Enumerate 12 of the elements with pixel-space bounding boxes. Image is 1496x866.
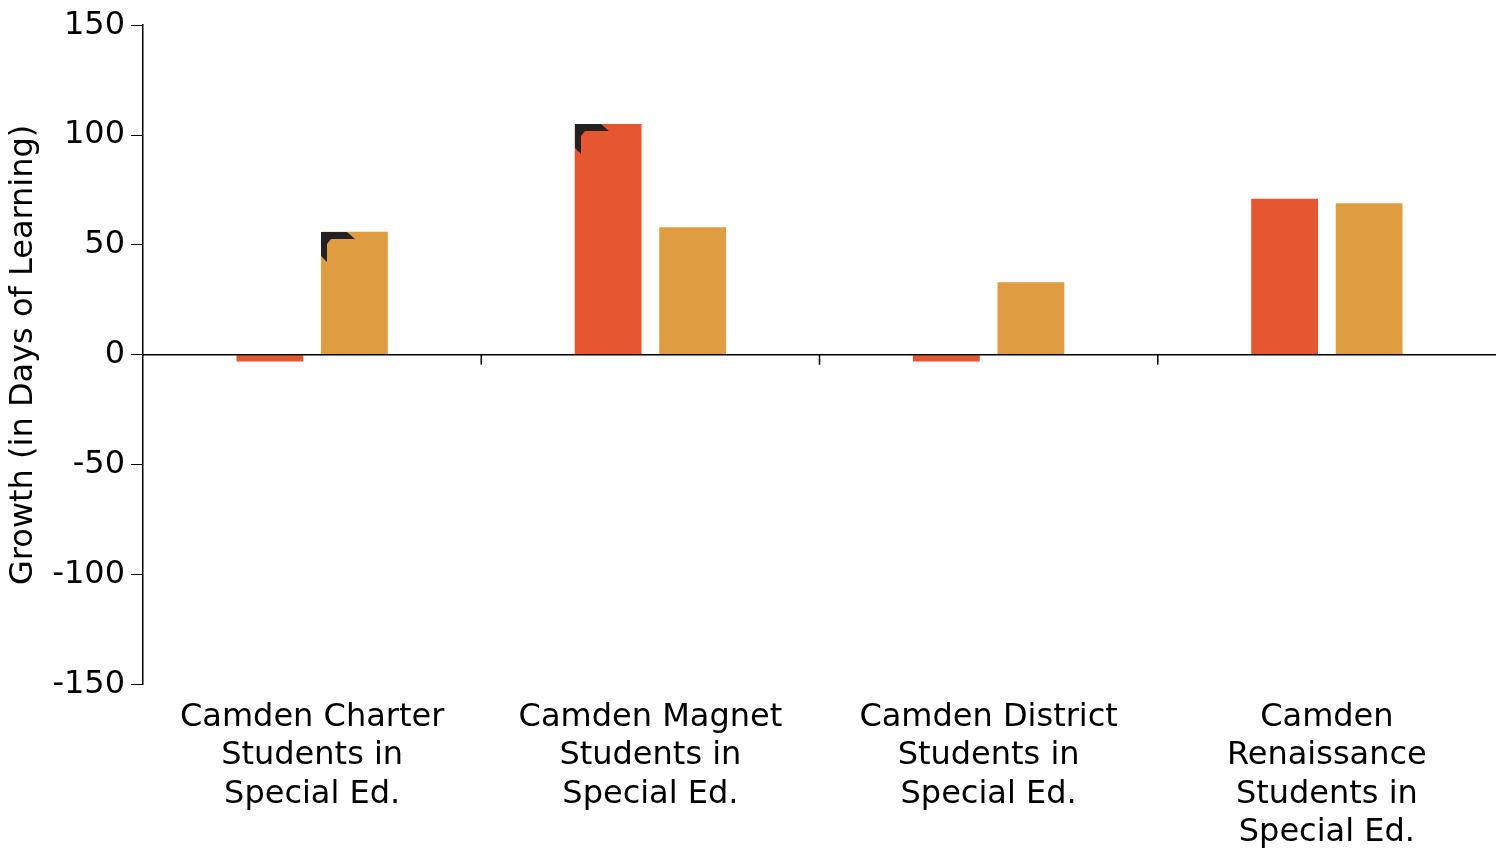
y-tick-label: -150 <box>52 662 126 701</box>
x-tick-label: Camden District Students in Special Ed. <box>859 695 1118 811</box>
y-tick-label: 0 <box>104 333 126 372</box>
y-tick-label: 150 <box>63 3 126 42</box>
y-tick-label: 100 <box>63 113 126 152</box>
y-tick-label: -100 <box>52 552 126 591</box>
y-axis-title: Growth (in Days of Learning) <box>1 124 40 585</box>
x-tick-label: Camden Magnet Students in Special Ed. <box>518 695 783 811</box>
x-tick-label: Camden Charter Students in Special Ed. <box>179 695 446 811</box>
y-tick-label: -50 <box>72 442 126 481</box>
y-tick-label: 50 <box>84 223 126 262</box>
x-tick-label: Camden Renaissance Students in Special Ed. <box>1226 695 1427 850</box>
